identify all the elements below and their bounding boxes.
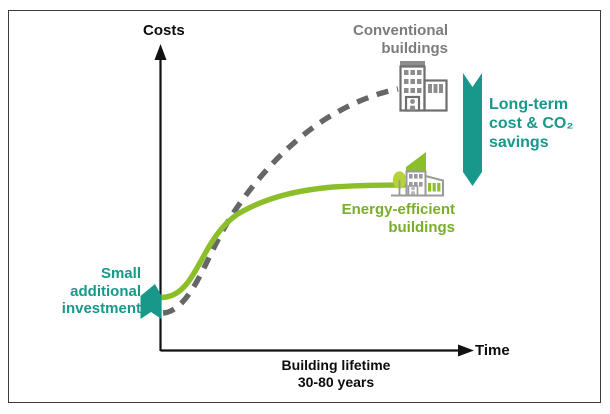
conventional-buildings-label: Conventional buildings (352, 22, 448, 57)
axis-arrow-up-icon (154, 44, 167, 60)
figure-border (8, 10, 601, 403)
up-arrow-icon (140, 284, 162, 319)
long-term-savings-label: Long-term cost & CO₂ savings (489, 96, 574, 151)
down-arrow-icon (463, 73, 482, 186)
conventional-building-icon (399, 61, 448, 112)
small-additional-investment-label: Small additional investment (61, 265, 141, 318)
green-building-icon (391, 152, 444, 197)
efficient-curve (144, 182, 407, 302)
x-axis-label: Time (475, 342, 510, 359)
axis-arrow-right-icon (458, 344, 474, 357)
energy-efficient-buildings-label: Energy-efficient buildings (341, 201, 455, 236)
building-lifetime-label: Building lifetime 30-80 years (281, 357, 391, 390)
y-axis-label: Costs (143, 22, 185, 39)
